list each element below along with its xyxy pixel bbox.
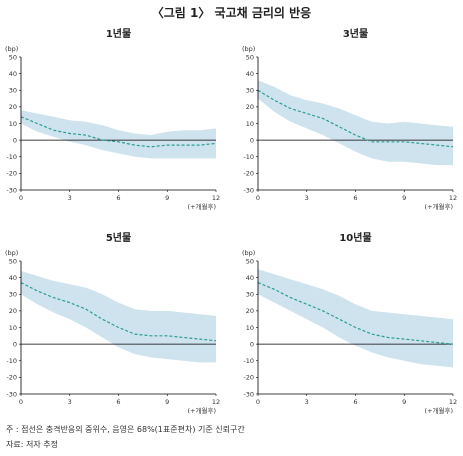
- y-tick-label-0-0: 50: [9, 53, 17, 61]
- y-tick-label-0-3: 20: [9, 103, 17, 111]
- x-unit-label-0: (+개월후): [188, 202, 216, 211]
- y-tick-label-1-2: 30: [246, 87, 254, 95]
- y-tick-label-3-8: -30: [243, 390, 254, 398]
- median-line-3: [257, 282, 454, 345]
- y-tick-label-3-3: 20: [246, 307, 254, 315]
- y-tick-label-2-2: 30: [9, 291, 17, 299]
- x-tick-label-1-3: 9: [402, 194, 406, 202]
- figure-note: 주 : 점선은 충격반응의 중위수, 음영은 68%(1표준편차) 기준 신뢰구…: [6, 425, 245, 434]
- x-tick-label-3-4: 12: [449, 398, 457, 406]
- y-tick-label-0-8: -30: [6, 186, 17, 194]
- x-tick-label-1-4: 12: [449, 194, 457, 202]
- y-tick-label-1-6: -10: [243, 153, 254, 161]
- y-tick-label-3-0: 50: [246, 257, 254, 265]
- confidence-band-0: [21, 110, 216, 159]
- x-tick-label-2-4: 12: [212, 398, 220, 406]
- x-tick-label-0-2: 6: [116, 194, 120, 202]
- x-tick-label-3-1: 3: [305, 398, 309, 406]
- x-tick-label-2-1: 3: [68, 398, 72, 406]
- y-tick-label-0-5: 0: [13, 136, 17, 144]
- x-tick-label-3-3: 9: [402, 398, 406, 406]
- y-tick-label-1-3: 20: [246, 103, 254, 111]
- y-tick-label-3-1: 40: [246, 274, 254, 282]
- x-tick-label-0-1: 3: [68, 194, 72, 202]
- y-tick-label-2-7: -20: [6, 374, 17, 382]
- y-unit-label-0: (bp): [5, 45, 18, 53]
- panel-title-1: 3년물: [343, 27, 368, 40]
- y-tick-label-0-7: -20: [6, 170, 17, 178]
- y-tick-label-1-1: 40: [246, 70, 254, 78]
- median-line-0: [20, 116, 217, 148]
- x-tick-label-1-1: 3: [305, 194, 309, 202]
- figure-source: 자료: 저자 추정: [6, 440, 58, 449]
- panel-title-3: 10년물: [339, 231, 371, 244]
- y-tick-label-3-4: 10: [246, 324, 254, 332]
- panel-title-0: 1년물: [106, 27, 131, 40]
- y-tick-label-3-2: 30: [246, 291, 254, 299]
- y-tick-label-3-7: -20: [243, 374, 254, 382]
- figure-title: 〈그림 1〉 국고채 금리의 반응: [151, 6, 312, 20]
- x-unit-label-1: (+개월후): [425, 202, 453, 211]
- y-tick-label-1-4: 10: [246, 120, 254, 128]
- y-tick-label-3-5: 0: [250, 340, 254, 348]
- y-unit-label-3: (bp): [242, 249, 255, 257]
- y-tick-label-0-6: -10: [6, 153, 17, 161]
- y-tick-label-2-4: 10: [9, 324, 17, 332]
- median-line-2: [20, 282, 217, 342]
- x-tick-label-2-3: 9: [165, 398, 169, 406]
- y-tick-label-0-4: 10: [9, 120, 17, 128]
- y-tick-label-2-6: -10: [6, 357, 17, 365]
- x-tick-label-0-4: 12: [212, 194, 220, 202]
- y-tick-label-1-0: 50: [246, 53, 254, 61]
- confidence-band-1: [258, 80, 453, 166]
- y-tick-label-2-3: 20: [9, 307, 17, 315]
- y-unit-label-1: (bp): [242, 45, 255, 53]
- y-unit-label-2: (bp): [5, 249, 18, 257]
- y-tick-label-0-2: 30: [9, 87, 17, 95]
- x-tick-label-1-2: 6: [353, 194, 357, 202]
- x-tick-label-3-0: 0: [256, 398, 260, 406]
- x-tick-label-1-0: 0: [256, 194, 260, 202]
- x-tick-label-2-2: 6: [116, 398, 120, 406]
- x-tick-label-2-0: 0: [19, 398, 23, 406]
- y-tick-label-1-8: -30: [243, 186, 254, 194]
- y-tick-label-2-5: 0: [13, 340, 17, 348]
- y-tick-label-0-1: 40: [9, 70, 17, 78]
- x-unit-label-3: (+개월후): [425, 406, 453, 415]
- median-line-1: [257, 89, 454, 148]
- confidence-band-3: [258, 269, 453, 368]
- x-tick-label-3-2: 6: [353, 398, 357, 406]
- y-tick-label-2-8: -30: [6, 390, 17, 398]
- y-tick-label-1-7: -20: [243, 170, 254, 178]
- y-tick-label-1-5: 0: [250, 136, 254, 144]
- y-tick-label-2-0: 50: [9, 257, 17, 265]
- panel-title-2: 5년물: [106, 231, 131, 244]
- x-tick-label-0-3: 9: [165, 194, 169, 202]
- x-tick-label-0-0: 0: [19, 194, 23, 202]
- x-unit-label-2: (+개월후): [188, 406, 216, 415]
- y-tick-label-2-1: 40: [9, 274, 17, 282]
- confidence-band-2: [21, 271, 216, 363]
- y-tick-label-3-6: -10: [243, 357, 254, 365]
